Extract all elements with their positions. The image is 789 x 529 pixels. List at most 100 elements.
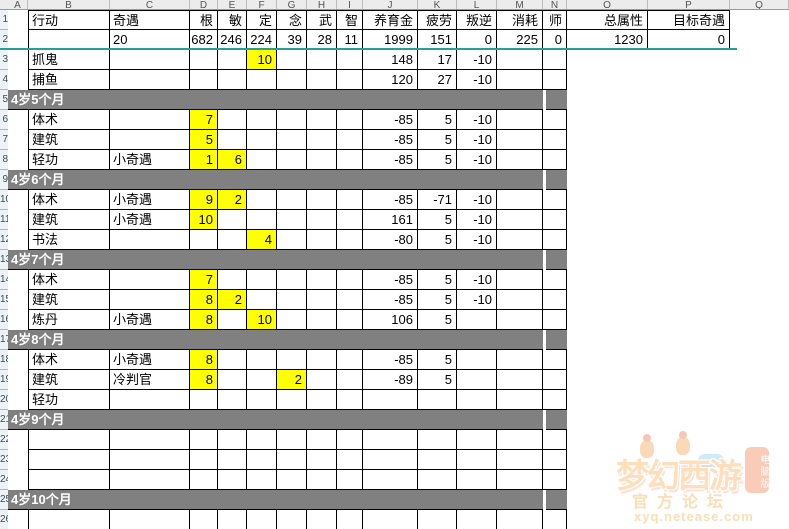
cell-C4[interactable] [110, 70, 190, 90]
cell-G19[interactable]: 2 [277, 370, 307, 390]
cell-L12[interactable]: -10 [457, 230, 497, 250]
cell-J10[interactable]: -85 [363, 190, 418, 210]
cell-D7[interactable]: 5 [190, 130, 218, 150]
cell-J16[interactable]: 106 [363, 310, 418, 330]
row-number-10[interactable]: 10 [0, 190, 8, 210]
cell-K15[interactable]: 5 [418, 290, 457, 310]
row-number-4[interactable]: 4 [0, 70, 8, 90]
section-row-segment[interactable] [546, 330, 567, 350]
cell-B6[interactable]: 体术 [28, 110, 110, 130]
cell-L11[interactable]: -10 [457, 210, 497, 230]
cell-F12[interactable]: 4 [247, 230, 277, 250]
column-letter-E[interactable]: E [218, 0, 247, 9]
cell-J15[interactable]: -85 [363, 290, 418, 310]
row-number-8[interactable]: 8 [0, 150, 8, 170]
cell-L20[interactable] [457, 390, 497, 410]
cell-B4[interactable]: 捕鱼 [28, 70, 110, 90]
cell-F1[interactable]: 定 [247, 10, 277, 30]
cell-F7[interactable] [247, 130, 277, 150]
cell-J14[interactable]: -85 [363, 270, 418, 290]
cell-I3[interactable] [337, 50, 363, 70]
cell-K11[interactable]: 5 [418, 210, 457, 230]
cell-G23[interactable] [277, 450, 307, 470]
row-number-15[interactable]: 15 [0, 290, 8, 310]
cell-J3[interactable]: 148 [363, 50, 418, 70]
row-number-25[interactable]: 25 [0, 490, 8, 510]
cell-H18[interactable] [307, 350, 337, 370]
section-row[interactable]: 4岁6个月 [8, 170, 543, 190]
row-number-12[interactable]: 12 [0, 230, 8, 250]
cell-I18[interactable] [337, 350, 363, 370]
cell-J23[interactable] [363, 450, 418, 470]
cell-G20[interactable] [277, 390, 307, 410]
cell-F16[interactable]: 10 [247, 310, 277, 330]
cell-M22[interactable] [497, 430, 543, 450]
cell-D19[interactable]: 8 [190, 370, 218, 390]
section-row[interactable]: 4岁5个月 [8, 90, 543, 110]
cell-I16[interactable] [337, 310, 363, 330]
cell-N10[interactable] [543, 190, 567, 210]
cell-H26[interactable] [307, 510, 337, 529]
cell-O1[interactable]: 总属性 [567, 10, 648, 30]
cell-B19[interactable]: 建筑 [28, 370, 110, 390]
cell-I10[interactable] [337, 190, 363, 210]
cell-D23[interactable] [190, 450, 218, 470]
cell-J26[interactable] [363, 510, 418, 529]
cell-N18[interactable] [543, 350, 567, 370]
cell-C3[interactable] [110, 50, 190, 70]
row-number-16[interactable]: 16 [0, 310, 8, 330]
column-letter-A[interactable]: A [8, 0, 28, 9]
cell-D20[interactable] [190, 390, 218, 410]
cell-K16[interactable]: 5 [418, 310, 457, 330]
cell-C11[interactable]: 小奇遇 [110, 210, 190, 230]
row-number-19[interactable]: 19 [0, 370, 8, 390]
cell-D3[interactable] [190, 50, 218, 70]
cell-C20[interactable] [110, 390, 190, 410]
cell-J24[interactable] [363, 470, 418, 490]
row-number-24[interactable]: 24 [0, 470, 8, 490]
row-number-11[interactable]: 11 [0, 210, 8, 230]
section-row-segment[interactable] [546, 90, 567, 110]
cell-L4[interactable]: -10 [457, 70, 497, 90]
cell-N19[interactable] [543, 370, 567, 390]
cell-K4[interactable]: 27 [418, 70, 457, 90]
row-number-22[interactable]: 22 [0, 430, 8, 450]
cell-L10[interactable]: -10 [457, 190, 497, 210]
cell-L15[interactable]: -10 [457, 290, 497, 310]
cell-F4[interactable] [247, 70, 277, 90]
cell-B2[interactable] [28, 30, 110, 50]
cell-E6[interactable] [218, 110, 247, 130]
cell-P1[interactable]: 目标奇遇 [648, 10, 730, 30]
column-letter-J[interactable]: J [363, 0, 418, 9]
cell-K7[interactable]: 5 [418, 130, 457, 150]
cell-I14[interactable] [337, 270, 363, 290]
cell-E12[interactable] [218, 230, 247, 250]
row-number-2[interactable]: 2 [0, 30, 8, 50]
cell-K6[interactable]: 5 [418, 110, 457, 130]
cell-J19[interactable]: -89 [363, 370, 418, 390]
cell-N26[interactable] [543, 510, 567, 529]
cell-F11[interactable] [247, 210, 277, 230]
column-letter-F[interactable]: F [247, 0, 277, 9]
cell-F15[interactable] [247, 290, 277, 310]
cell-C8[interactable]: 小奇遇 [110, 150, 190, 170]
cell-F24[interactable] [247, 470, 277, 490]
column-letter-M[interactable]: M [497, 0, 543, 9]
cell-C16[interactable]: 小奇遇 [110, 310, 190, 330]
cell-C7[interactable] [110, 130, 190, 150]
cell-E10[interactable]: 2 [218, 190, 247, 210]
cell-H23[interactable] [307, 450, 337, 470]
cell-H24[interactable] [307, 470, 337, 490]
cell-J12[interactable]: -80 [363, 230, 418, 250]
cell-C1[interactable]: 奇遇 [110, 10, 190, 30]
cell-L18[interactable] [457, 350, 497, 370]
cell-H19[interactable] [307, 370, 337, 390]
cell-G18[interactable] [277, 350, 307, 370]
cell-I12[interactable] [337, 230, 363, 250]
cell-F2[interactable]: 224 [247, 30, 277, 50]
cell-I6[interactable] [337, 110, 363, 130]
cell-D18[interactable]: 8 [190, 350, 218, 370]
cell-D2[interactable]: 682 [190, 30, 218, 50]
cell-I26[interactable] [337, 510, 363, 529]
cell-G2[interactable]: 39 [277, 30, 307, 50]
